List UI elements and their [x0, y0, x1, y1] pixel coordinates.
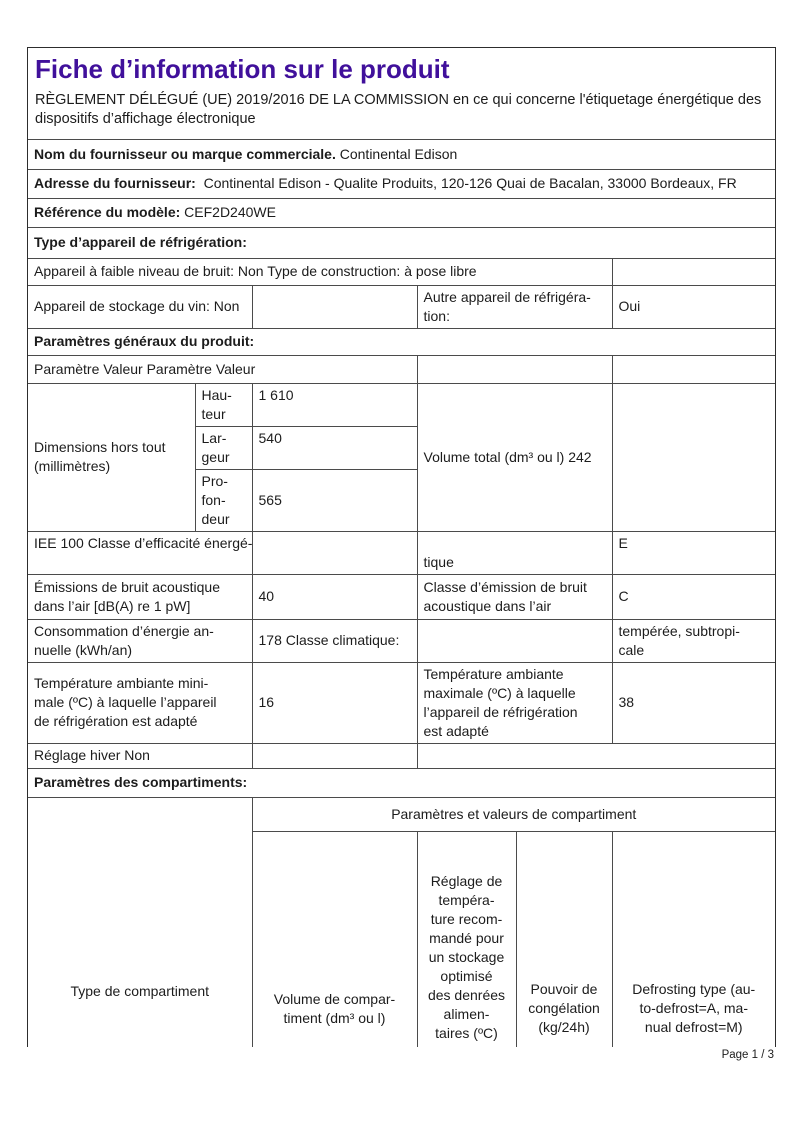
table-row: Consommation d’énergie an- nuelle (kWh/a… — [28, 618, 775, 663]
volume-header: Volume de compar- timent (dm³ ou l) — [252, 830, 418, 1047]
table-row: Dimensions hors tout (millimètres) Hau- … — [28, 382, 775, 532]
empty-cell — [611, 382, 775, 532]
temp-min-label: Température ambiante mini- male (ºC) à l… — [28, 661, 253, 744]
table-row: Référence du modèle: CEF2D240WE — [28, 197, 775, 228]
empty-cell — [251, 530, 418, 575]
noise-emission-label: Émissions de bruit acoustique dans l’air… — [28, 573, 253, 620]
table-row: Réglage hiver Non — [28, 742, 775, 769]
defrost-type-header: Defrosting type (au- to-defrost=A, ma- n… — [611, 830, 775, 1047]
total-volume-cell: Volume total (dm³ ou l) 242 — [416, 382, 613, 532]
dimension-height-value: 1 610 — [251, 382, 418, 427]
other-refrigeration-label: Autre appareil de réfrigéra- tion: — [416, 284, 613, 329]
title-block: Fiche d’information sur le produit RÈGLE… — [28, 48, 775, 140]
energy-consumption-value: 178 Classe climatique: — [251, 618, 418, 663]
noise-emission-value: 40 — [251, 573, 418, 620]
temp-min-value: 16 — [251, 661, 418, 744]
regulation-text: RÈGLEMENT DÉLÉGUÉ (UE) 2019/2016 DE LA C… — [35, 92, 762, 127]
table-row: Nom du fournisseur ou marque commerciale… — [28, 140, 775, 170]
low-noise-row: Appareil à faible niveau de bruit: Non T… — [28, 257, 613, 286]
table-row: Émissions de bruit acoustique dans l’air… — [28, 573, 775, 620]
table-row: Lar- geur 540 — [28, 425, 775, 470]
model-reference-label: Référence du modèle: — [34, 204, 181, 220]
table-row: Paramètre Valeur Paramètre Valeur — [28, 354, 775, 384]
table-row: Adresse du fournisseur: Continental Edis… — [28, 168, 775, 199]
dimension-width-name: Lar- geur — [195, 425, 253, 470]
eei-class-value: E — [611, 530, 775, 575]
climate-class-value: tempérée, subtropi- cale — [611, 618, 775, 663]
dimension-depth-value: 565 — [251, 468, 417, 532]
eei-suffix: tique — [416, 530, 613, 575]
table-row: Paramètres des compartiments: — [28, 767, 775, 798]
supplier-name-value: Continental Edison — [335, 145, 458, 162]
empty-cell — [611, 354, 775, 384]
empty-cell — [251, 742, 418, 769]
page-title: Fiche d’information sur le produit — [35, 54, 450, 84]
supplier-address-row: Adresse du fournisseur: Continental Edis… — [28, 168, 775, 199]
dimensions-label: Dimensions hors tout (millimètres) — [28, 382, 196, 532]
empty-cell — [251, 284, 418, 329]
sheet-border-box: Fiche d’information sur le produit RÈGLE… — [27, 47, 776, 1047]
noise-class-value: C — [611, 573, 775, 620]
table-row: Appareil de stockage du vin: Non Autre a… — [28, 284, 775, 329]
temp-max-value: 38 — [611, 661, 775, 744]
empty-cell — [611, 257, 775, 286]
winter-setting-cell: Réglage hiver Non — [28, 742, 253, 769]
compartment-type-header: Type de compartiment — [28, 796, 253, 1047]
model-reference-row: Référence du modèle: CEF2D240WE — [28, 197, 775, 228]
param-header-row: Paramètre Valeur Paramètre Valeur — [28, 354, 418, 384]
compartment-table-title: Paramètres et valeurs de compartiment — [251, 796, 775, 832]
other-refrigeration-value: Oui — [611, 284, 775, 329]
product-info-table: Nom du fournisseur ou marque commerciale… — [28, 140, 775, 1047]
table-row: Type de compartiment Paramètres et valeu… — [28, 796, 775, 1047]
table-row: Volume de compar- timent (dm³ ou l) Régl… — [28, 830, 775, 1047]
recommended-temp-header: Réglage de tempéra- ture recom- mandé po… — [416, 830, 517, 1047]
supplier-address-value: Continental Edison - Qualite Produits, 1… — [195, 175, 737, 191]
dimension-width-value: 540 — [251, 425, 417, 470]
type-section-heading: Type d’appareil de réfrigération: — [28, 226, 775, 259]
wine-storage-cell: Appareil de stockage du vin: Non — [28, 284, 253, 329]
empty-cell — [416, 354, 613, 384]
general-params-heading: Paramètres généraux du produit: — [28, 327, 775, 356]
recommended-temp-text: Réglage de tempéra- ture recom- mandé po… — [427, 872, 506, 1041]
energy-consumption-label: Consommation d’énergie an- nuelle (kWh/a… — [28, 618, 253, 663]
supplier-name-row: Nom du fournisseur ou marque commerciale… — [28, 140, 775, 170]
table-row: Température ambiante mini- male (ºC) à l… — [28, 661, 775, 744]
supplier-name-label: Nom du fournisseur ou marque commerciale… — [34, 145, 336, 162]
table-row: IEE 100 Classe d’efficacité énergé- tiqu… — [28, 530, 775, 575]
empty-cell — [416, 618, 613, 663]
noise-class-label: Classe d’émission de bruit acoustique da… — [416, 573, 613, 620]
freezing-capacity-header: Pouvoir de congélation (kg/24h) — [515, 830, 613, 1047]
table-row: Appareil à faible niveau de bruit: Non T… — [28, 257, 775, 286]
supplier-address-label: Adresse du fournisseur: — [34, 175, 196, 191]
temp-max-label: Température ambiante maximale (ºC) à laq… — [416, 661, 613, 744]
dimension-height-name: Hau- teur — [194, 382, 253, 427]
table-row: Paramètres généraux du produit: — [28, 327, 775, 356]
eei-label: IEE 100 Classe d’efficacité énergé- — [28, 530, 253, 575]
dimension-depth-name: Pro- fon- deur — [195, 468, 253, 532]
empty-cell — [416, 742, 775, 769]
compartments-heading: Paramètres des compartiments: — [28, 767, 775, 798]
table-row: Type d’appareil de réfrigération: — [28, 226, 775, 259]
page-number: Page 1 / 3 — [721, 1049, 774, 1061]
model-reference-value: CEF2D240WE — [180, 204, 276, 220]
product-sheet: Fiche d’information sur le produit RÈGLE… — [27, 47, 776, 1047]
